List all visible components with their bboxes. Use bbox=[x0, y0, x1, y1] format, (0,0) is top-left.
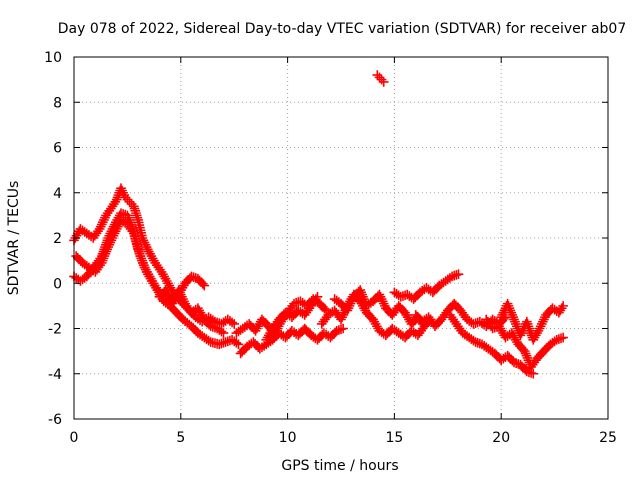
y-tick-label: 6 bbox=[53, 141, 62, 157]
series-outlier bbox=[372, 70, 389, 87]
series-track-e bbox=[235, 323, 348, 359]
y-tick-label: 4 bbox=[53, 186, 62, 202]
y-tick-label: 0 bbox=[53, 276, 62, 292]
chart-title: Day 078 of 2022, Sidereal Day-to-day VTE… bbox=[58, 21, 627, 37]
series-track-d bbox=[154, 285, 229, 338]
grid-lines bbox=[74, 57, 608, 419]
data-point bbox=[453, 269, 464, 279]
axis-ticks: 0 5 10 15 20 25 -6 -4 -2 0 2 4 6 8 10 bbox=[44, 50, 617, 446]
data-series bbox=[69, 70, 568, 379]
series-track-b bbox=[69, 183, 239, 329]
series-track-m bbox=[481, 314, 568, 372]
data-point bbox=[233, 339, 244, 350]
x-axis-label: GPS time / hours bbox=[281, 458, 398, 474]
series-track-g bbox=[261, 292, 323, 345]
series-track-l bbox=[445, 310, 539, 379]
x-tick-label: 25 bbox=[599, 430, 617, 446]
y-tick-label: 10 bbox=[44, 50, 62, 66]
y-tick-label: 2 bbox=[53, 231, 62, 247]
y-tick-label: -2 bbox=[48, 322, 62, 338]
x-tick-label: 20 bbox=[492, 430, 510, 446]
x-tick-label: 0 bbox=[70, 430, 79, 446]
x-tick-label: 10 bbox=[279, 430, 297, 446]
data-point bbox=[338, 323, 348, 334]
y-axis-label: SDTVAR / TECUs bbox=[6, 181, 22, 296]
data-point bbox=[218, 328, 229, 338]
series-track-n bbox=[496, 298, 568, 345]
data-point bbox=[528, 368, 539, 379]
y-tick-label: 8 bbox=[53, 95, 62, 111]
data-point bbox=[319, 303, 330, 314]
y-tick-label: -4 bbox=[48, 367, 62, 383]
data-point bbox=[378, 77, 389, 87]
data-point bbox=[558, 332, 568, 343]
data-point bbox=[229, 319, 239, 329]
data-point bbox=[312, 292, 323, 302]
y-tick-label: -6 bbox=[48, 412, 62, 428]
x-tick-label: 5 bbox=[176, 430, 185, 446]
x-tick-label: 15 bbox=[385, 430, 403, 446]
data-point bbox=[199, 280, 210, 291]
series-track-j bbox=[389, 269, 464, 304]
data-point bbox=[197, 279, 208, 289]
data-point bbox=[558, 301, 568, 311]
